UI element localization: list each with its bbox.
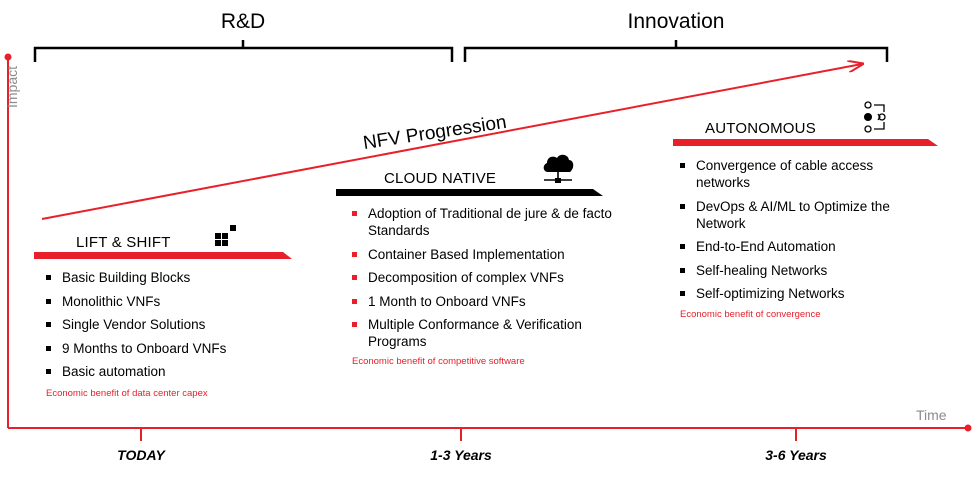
lift-shift-benefit: Economic benefit of data center capex (46, 388, 208, 399)
rnd-phase-title: R&D (220, 10, 266, 33)
cloud-network-icon (543, 154, 574, 183)
y-axis-end (4, 53, 12, 61)
list-item: Basic automation (44, 363, 226, 380)
x-axis-label: Time (916, 407, 947, 423)
lift-shift-list: Basic Building Blocks Monolithic VNFs Si… (44, 269, 226, 387)
list-item: Adoption of Traditional de jure & de fac… (350, 205, 623, 239)
timeline-1-3-years: 1-3 Years (430, 447, 492, 463)
workflow-icon (863, 101, 886, 133)
innovation-phase-title: Innovation (627, 10, 725, 33)
list-item: 1 Month to Onboard VNFs (350, 293, 623, 310)
list-item: DevOps & AI/ML to Optimize the Network (678, 198, 906, 232)
innovation-brace (463, 40, 889, 62)
cloud-native-title: CLOUD NATIVE (384, 170, 497, 187)
lift-shift-title: LIFT & SHIFT (76, 234, 171, 251)
rnd-brace (33, 40, 454, 62)
autonomous-title: AUTONOMOUS (705, 120, 816, 137)
list-item: Single Vendor Solutions (44, 316, 226, 333)
list-item: 9 Months to Onboard VNFs (44, 340, 226, 357)
timeline-3-6-years: 3-6 Years (765, 447, 827, 463)
cloud-native-bar (336, 189, 603, 196)
cloud-native-list: Adoption of Traditional de jure & de fac… (350, 205, 623, 357)
list-item: Monolithic VNFs (44, 293, 226, 310)
cloud-native-benefit: Economic benefit of competitive software (352, 356, 525, 367)
list-item: Self-healing Networks (678, 262, 906, 279)
list-item: End-to-End Automation (678, 238, 906, 255)
list-item: Container Based Implementation (350, 246, 623, 263)
lift-shift-bar (34, 252, 292, 259)
autonomous-bar (673, 139, 938, 146)
timeline-today: TODAY (117, 447, 165, 463)
list-item: Multiple Conformance & Verification Prog… (350, 316, 623, 350)
progression-arrow (41, 64, 862, 220)
list-item: Basic Building Blocks (44, 269, 226, 286)
blocks-icon (215, 225, 236, 246)
x-axis-end (964, 424, 972, 432)
list-item: Self-optimizing Networks (678, 285, 906, 302)
autonomous-list: Convergence of cable access networks Dev… (678, 157, 906, 309)
autonomous-benefit: Economic benefit of convergence (680, 309, 821, 320)
list-item: Convergence of cable access networks (678, 157, 906, 191)
list-item: Decomposition of complex VNFs (350, 269, 623, 286)
y-axis-label: Impact (4, 66, 20, 109)
